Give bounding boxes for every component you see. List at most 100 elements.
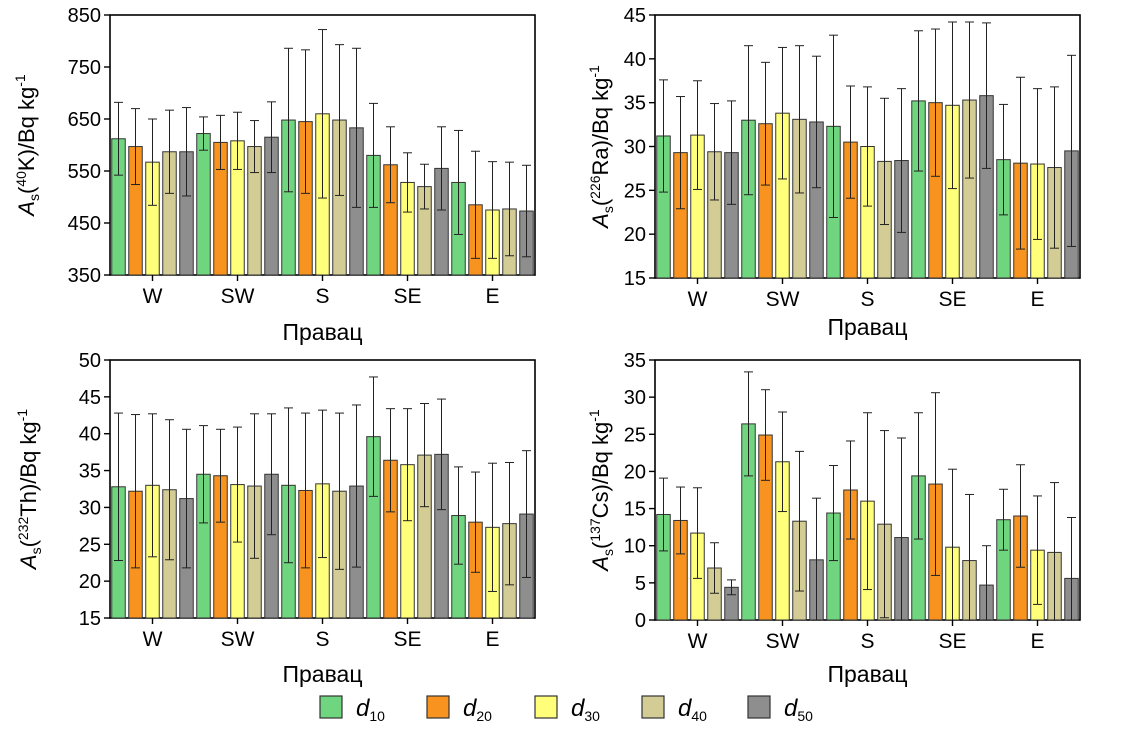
y-axis-label-part-3: ( [588, 198, 613, 206]
y-axis-label-part-4: 226 [587, 175, 603, 199]
x-tick-label: E [485, 628, 499, 651]
y-axis-label-part-2: s [26, 194, 42, 201]
x-tick-label: SE [393, 628, 421, 651]
y-axis-label-part-1: A [588, 213, 613, 230]
y-axis-label-part-2: s [600, 549, 616, 556]
y-tick-label: 450 [68, 213, 101, 235]
x-tick-label: E [1030, 288, 1044, 311]
legend-label-subscript: 50 [797, 708, 813, 724]
y-tick-label: 15 [624, 268, 646, 290]
legend-label-symbol: d [678, 695, 692, 722]
chart-panel-2: 15 20 25 30 35 40 45 W SW S SE E Правац As(226Ra)/Bq … [586, 5, 1081, 340]
y-axis-label-part-1: A [588, 556, 613, 573]
y-tick-label: 650 [68, 109, 101, 131]
y-tick-label: 50 [79, 350, 101, 372]
y-tick-label: 25 [624, 424, 646, 446]
y-axis-label-part-2: s [600, 206, 616, 213]
y-axis-label-part-5: Ra)/Bq kg [588, 78, 613, 176]
legend: d10 d20 d30 d40 d50 [319, 695, 813, 724]
x-axis-label: Правац [282, 661, 362, 687]
legend-label-subscript: 20 [476, 708, 492, 724]
y-axis-label-part-2: s [28, 547, 44, 554]
y-tick-label: 25 [624, 180, 646, 202]
y-axis-label-part-6: -1 [12, 74, 28, 87]
x-axis-label: Правац [827, 661, 907, 687]
y-axis-label-part-3: ( [14, 186, 39, 194]
legend-label-subscript: 40 [691, 708, 707, 724]
legend-label: d50 [784, 695, 813, 724]
bar-d10-SW [196, 133, 211, 276]
y-tick-label: 40 [79, 424, 101, 446]
y-axis-label-part-6: -1 [586, 409, 602, 422]
chart-panel-4: 0 5 10 15 20 25 30 35 W SW S SE E Правац As(137Cs)/Bq … [586, 350, 1081, 687]
x-axis-label: Правац [282, 319, 362, 345]
x-tick-label: SE [938, 288, 966, 311]
x-tick-label: SW [221, 628, 255, 651]
y-tick-label: 25 [79, 534, 101, 556]
legend-label-symbol: d [356, 695, 370, 722]
y-axis-label-part-6: -1 [14, 409, 30, 422]
x-tick-label: SW [221, 285, 255, 308]
x-tick-label: S [860, 630, 874, 653]
legend-swatch [747, 695, 771, 719]
y-axis-label: As(40K)/Bq kg-1 [12, 74, 42, 218]
y-tick-label: 0 [635, 610, 646, 632]
y-axis-label-part-5: Cs)/Bq kg [588, 422, 613, 519]
y-axis-label-part-1: A [16, 554, 41, 571]
y-tick-label: 20 [624, 461, 646, 483]
legend-label: d20 [463, 695, 492, 724]
y-tick-label: 30 [624, 387, 646, 409]
legend-item-20: d20 [426, 695, 492, 724]
y-tick-label: 30 [79, 497, 101, 519]
x-tick-label: W [143, 628, 163, 651]
y-tick-label: 45 [624, 5, 646, 27]
legend-label-symbol: d [784, 695, 798, 722]
y-tick-label: 750 [68, 57, 101, 79]
legend-item-10: d10 [319, 695, 385, 724]
y-axis-label-part-3: ( [588, 541, 613, 549]
y-tick-label: 15 [624, 499, 646, 521]
y-axis-label-part-3: ( [16, 539, 41, 547]
x-tick-label: E [1030, 630, 1044, 653]
x-tick-label: W [688, 288, 708, 311]
legend-swatch [426, 695, 450, 719]
y-tick-label: 850 [68, 5, 101, 27]
x-tick-label: SE [938, 630, 966, 653]
y-tick-label: 35 [79, 461, 101, 483]
y-axis-label: As(232Th)/Bq kg-1 [14, 409, 44, 571]
y-tick-label: 350 [68, 265, 101, 287]
legend-label-subscript: 30 [584, 708, 600, 724]
y-axis-label-part-1: A [14, 201, 39, 218]
legend-swatch [534, 695, 558, 719]
chart-panel-1: 350 450 550 650 750 850 W SW S SE E Правац As(40K)/B… [12, 5, 536, 345]
chart-panel-3: 15 20 25 30 35 40 45 50 W SW S SE E Правац As(232Th)/B… [14, 350, 536, 687]
x-tick-label: W [143, 285, 163, 308]
legend-item-50: d50 [747, 695, 813, 724]
x-tick-label: E [485, 285, 499, 308]
legend-item-30: d30 [534, 695, 600, 724]
legend-label: d10 [356, 695, 385, 724]
legend-swatch [641, 695, 665, 719]
y-tick-label: 35 [624, 350, 646, 372]
y-tick-label: 15 [79, 608, 101, 630]
y-axis-label-part-5: K)/Bq kg [14, 87, 39, 171]
y-axis-label: As(137Cs)/Bq kg-1 [586, 409, 616, 573]
x-tick-label: S [860, 288, 874, 311]
legend-item-40: d40 [641, 695, 707, 724]
legend-label: d30 [571, 695, 600, 724]
y-tick-label: 40 [624, 49, 646, 71]
legend-label-symbol: d [463, 695, 477, 722]
y-axis-label-part-5: Th)/Bq kg [16, 421, 41, 516]
y-tick-label: 10 [624, 536, 646, 558]
y-tick-label: 35 [624, 93, 646, 115]
x-tick-label: S [315, 285, 329, 308]
x-tick-label: SW [766, 630, 800, 653]
y-tick-label: 45 [79, 387, 101, 409]
legend-swatch [319, 695, 343, 719]
y-tick-label: 550 [68, 161, 101, 183]
legend-label-symbol: d [571, 695, 585, 722]
y-axis-label: As(226Ra)/Bq kg-1 [586, 65, 616, 230]
y-axis-label-part-4: 40 [13, 171, 29, 187]
